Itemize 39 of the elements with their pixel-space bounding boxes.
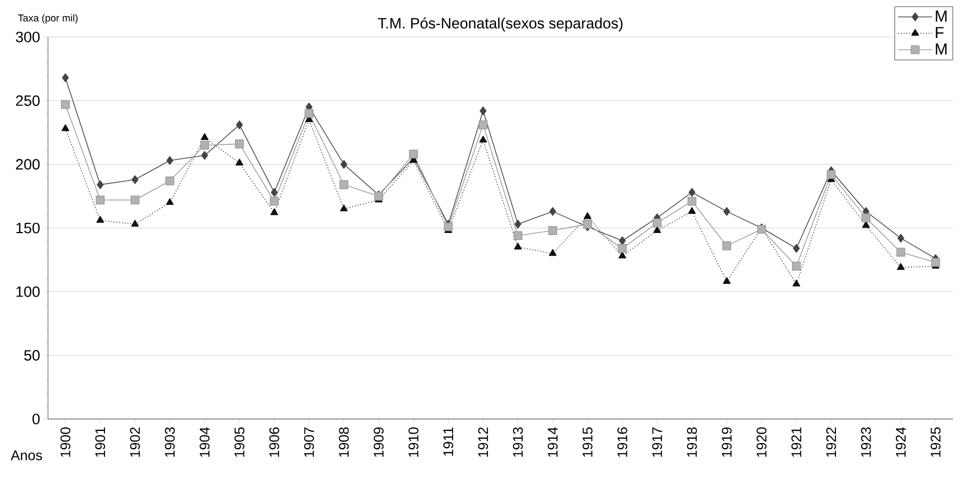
- x-tick-label: 1923: [861, 427, 871, 457]
- x-tick-label: 1903: [164, 427, 175, 457]
- x-tick-label: 1904: [200, 427, 210, 457]
- x-tick-label: 1908: [338, 427, 349, 457]
- legend-label: M: [936, 44, 947, 54]
- x-tick-label: 1902: [130, 427, 140, 457]
- x-tick-label: 1909: [374, 427, 384, 457]
- x-tick-label: 1907: [304, 427, 314, 457]
- x-tick-label: 1916: [617, 427, 628, 457]
- x-tick-label: 1911: [443, 427, 454, 456]
- y-tick-label: 300: [16, 32, 40, 42]
- chart-title: T.M. Pós-Neonatal(sexos separados): [378, 17, 622, 32]
- y-tick-label: 250: [16, 95, 40, 106]
- y-tick-label: 200: [16, 159, 40, 170]
- x-tick-label: 1922: [826, 427, 836, 457]
- y-tick-label: 50: [24, 350, 40, 361]
- x-tick-label: 1917: [652, 427, 662, 457]
- x-tick-label: 1910: [408, 427, 418, 457]
- x-tick-label: 1921: [791, 427, 802, 457]
- x-tick-label: 1918: [687, 427, 697, 457]
- x-tick-label: 1914: [548, 427, 558, 457]
- y-tick-label: 0: [32, 414, 40, 424]
- x-axis-title: Anos: [10, 450, 42, 460]
- y-tick-label: 150: [16, 222, 40, 234]
- y-tick-label: 100: [16, 286, 40, 297]
- legend-label: M: [936, 10, 947, 22]
- x-tick-label: 1901: [95, 427, 106, 457]
- x-tick-label: 1919: [722, 427, 732, 457]
- x-tick-label: 1912: [478, 427, 488, 457]
- x-tick-label: 1920: [756, 427, 767, 457]
- x-tick-label: 1906: [269, 427, 280, 457]
- x-tick-label: 1900: [60, 427, 70, 457]
- y-axis-title: Taxa (por mil): [18, 14, 78, 24]
- x-tick-label: 1924: [896, 427, 906, 457]
- x-tick-label: 1925: [930, 427, 941, 457]
- x-tick-label: 1905: [234, 427, 244, 457]
- legend-label: F: [936, 27, 944, 38]
- x-tick-label: 1915: [582, 427, 592, 457]
- x-tick-label: 1913: [512, 427, 523, 457]
